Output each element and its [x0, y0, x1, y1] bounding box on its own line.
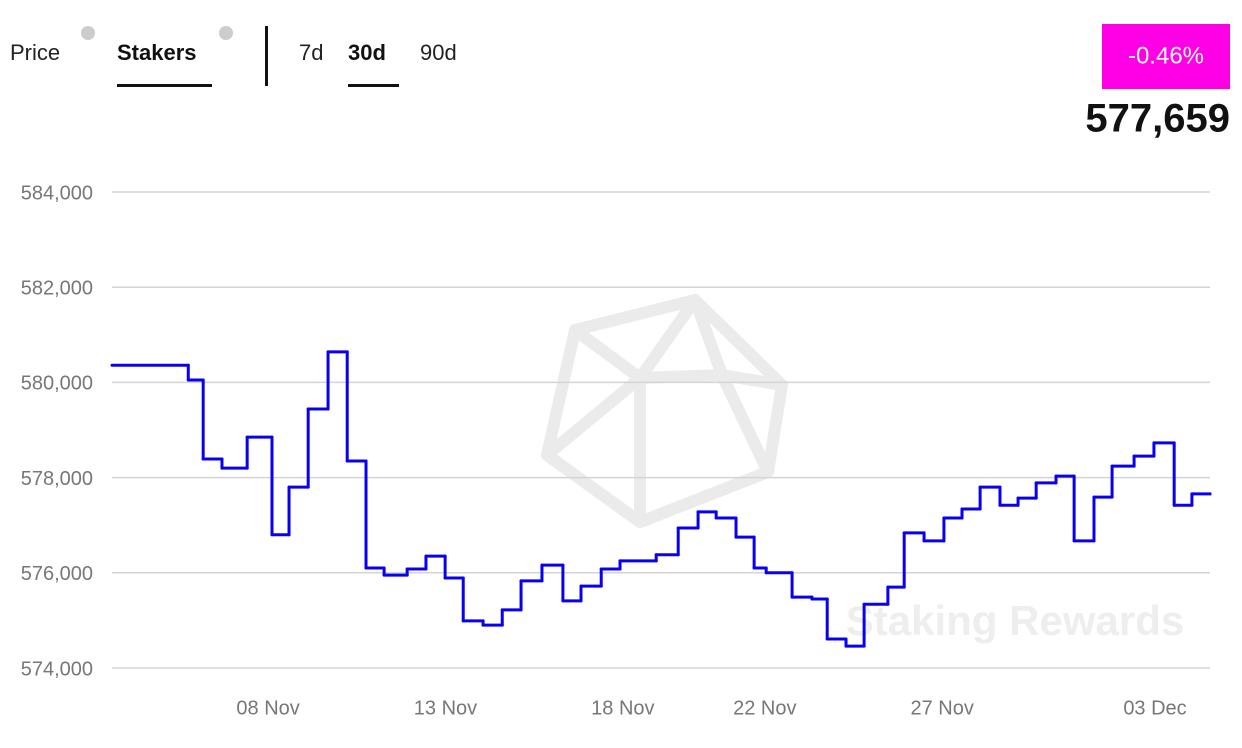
x-tick-label: 03 Dec — [1123, 697, 1186, 719]
x-tick-label: 08 Nov — [236, 697, 299, 719]
period-active[interactable]: 30d — [348, 40, 386, 65]
info-icon[interactable] — [219, 26, 233, 40]
y-tick-label: 582,000 — [21, 277, 93, 299]
watermark: Staking Rewards — [846, 597, 1184, 644]
x-tick-label: 13 Nov — [414, 697, 477, 719]
change-badge — [1102, 24, 1230, 89]
y-tick-label: 584,000 — [21, 182, 93, 204]
period[interactable]: 7d — [299, 40, 323, 65]
y-tick-label: 576,000 — [21, 563, 93, 585]
y-tick-label: 574,000 — [21, 658, 93, 680]
x-tick-label: 27 Nov — [910, 697, 973, 719]
period[interactable]: 90d — [420, 40, 457, 65]
y-tick-label: 580,000 — [21, 373, 93, 395]
x-tick-label: 22 Nov — [733, 697, 796, 719]
tab[interactable]: Price — [10, 40, 60, 65]
divider — [265, 26, 268, 86]
watermark-logo — [541, 294, 788, 528]
period-underline — [348, 84, 399, 87]
y-tick-label: 578,000 — [21, 468, 93, 490]
info-icon[interactable] — [81, 26, 95, 40]
tab-active[interactable]: Stakers — [117, 40, 197, 65]
x-tick-label: 18 Nov — [591, 697, 654, 719]
change-value: -0.46% — [1128, 42, 1204, 69]
current-value: 577,659 — [1085, 97, 1230, 141]
tab-underline — [117, 84, 212, 87]
